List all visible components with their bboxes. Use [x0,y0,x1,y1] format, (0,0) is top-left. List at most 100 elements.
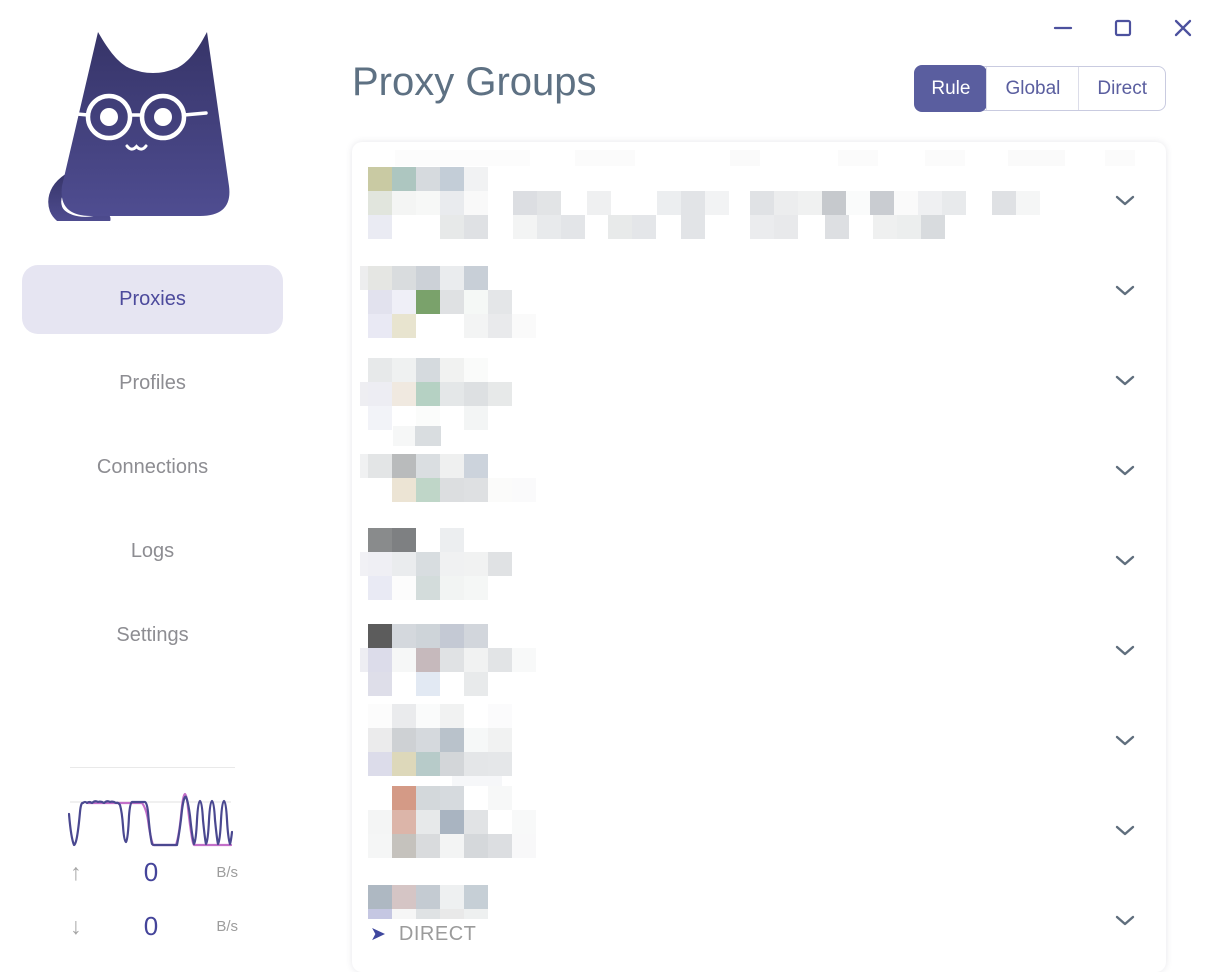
censored-block [512,810,536,834]
censored-block [488,704,512,728]
censored-block [587,191,611,215]
censored-block [464,358,488,382]
chevron-down-icon [1113,638,1137,665]
proxy-group-row[interactable]: ➤ DIRECT [352,876,1166,972]
proxy-group-row[interactable] [352,426,1166,516]
censored-block [512,314,536,338]
selected-proxy-indicator: ➤ DIRECT [370,923,476,946]
censored-block [360,382,368,406]
chevron-down-icon [1113,278,1137,305]
download-arrow-icon: ↓ [70,912,82,939]
censored-block [512,478,536,502]
censored-block [825,215,849,239]
censored-block [368,624,392,648]
proxy-group-row[interactable] [352,336,1166,430]
chevron-down-icon [1113,188,1137,215]
censored-block [392,728,416,752]
censored-block [440,752,464,776]
expand-group-button[interactable] [1112,368,1138,394]
censored-block [608,215,632,239]
censored-block [488,786,512,810]
proxy-groups-card: ➤ DIRECT [352,142,1166,972]
expand-group-button[interactable] [1112,908,1138,934]
censored-block [360,648,368,672]
expand-group-button[interactable] [1112,278,1138,304]
censored-block [368,290,392,314]
maximize-button[interactable] [1110,16,1136,42]
censored-block [1008,150,1065,166]
censored-block [464,454,488,478]
censored-block [416,358,440,382]
censored-block [464,648,488,672]
censored-block [488,728,512,752]
censored-block [416,382,440,406]
censored-block [440,191,464,215]
close-button[interactable] [1170,16,1196,42]
censored-block [416,266,440,290]
proxy-group-row[interactable] [352,606,1166,696]
censored-block [416,909,440,919]
expand-group-button[interactable] [1112,458,1138,484]
mode-global-button[interactable]: Global [986,67,1078,110]
censored-block [416,167,440,191]
maximize-icon [1111,16,1135,43]
download-speed-unit: B/s [216,917,238,935]
censored-block [368,834,392,858]
censored-block [440,885,464,909]
expand-group-button[interactable] [1112,188,1138,214]
mode-rule-button[interactable]: Rule [914,65,988,112]
proxy-group-row[interactable] [352,696,1166,786]
censored-block [392,648,416,672]
censored-block [392,314,416,338]
download-speed-value: 0 [143,910,159,941]
traffic-download-row: ↓ 0 B/s [70,910,238,941]
censored-block [392,382,416,406]
censored-block [440,648,464,672]
censored-block [392,810,416,834]
sidebar-item-profiles[interactable]: Profiles [22,349,283,418]
censored-block [440,382,464,406]
censored-block [392,885,416,909]
proxy-group-row[interactable] [352,142,1166,246]
sidebar: Proxies Profiles Connections Logs Settings ↑… [0,0,310,956]
expand-group-button[interactable] [1112,818,1138,844]
censored-block [440,704,464,728]
minimize-button[interactable] [1050,16,1076,42]
mode-direct-button[interactable]: Direct [1078,67,1165,110]
censored-block [368,406,392,430]
sidebar-item-settings[interactable]: Settings [22,601,283,670]
censored-block [774,215,798,239]
proxy-group-row[interactable] [352,786,1166,876]
censored-block [750,191,774,215]
sidebar-item-connections[interactable]: Connections [22,433,283,502]
censored-block [632,215,656,239]
censored-block [368,215,392,239]
close-icon [1171,16,1195,43]
upload-speed-unit: B/s [216,863,238,881]
censored-block [681,215,705,239]
expand-group-button[interactable] [1112,638,1138,664]
traffic-upload-row: ↑ 0 B/s [70,857,238,887]
sidebar-item-logs[interactable]: Logs [22,517,283,586]
censored-block [392,786,416,810]
proxy-group-row[interactable] [352,246,1166,338]
censored-block [774,191,798,215]
expand-group-button[interactable] [1112,548,1138,574]
censored-block [918,191,942,215]
censored-block [416,191,440,215]
censored-block [681,191,705,215]
expand-group-button[interactable] [1112,728,1138,754]
sidebar-divider [70,767,235,768]
censored-block [392,290,416,314]
censored-block [392,704,416,728]
traffic-graph [68,792,233,847]
censored-block [464,909,488,919]
censored-block [392,576,416,600]
censored-block [464,314,488,338]
censored-block [360,266,368,290]
sidebar-item-proxies[interactable]: Proxies [22,265,283,334]
censored-block [440,290,464,314]
censored-block [705,191,729,215]
censored-block [838,150,878,166]
proxy-group-row[interactable] [352,516,1166,606]
